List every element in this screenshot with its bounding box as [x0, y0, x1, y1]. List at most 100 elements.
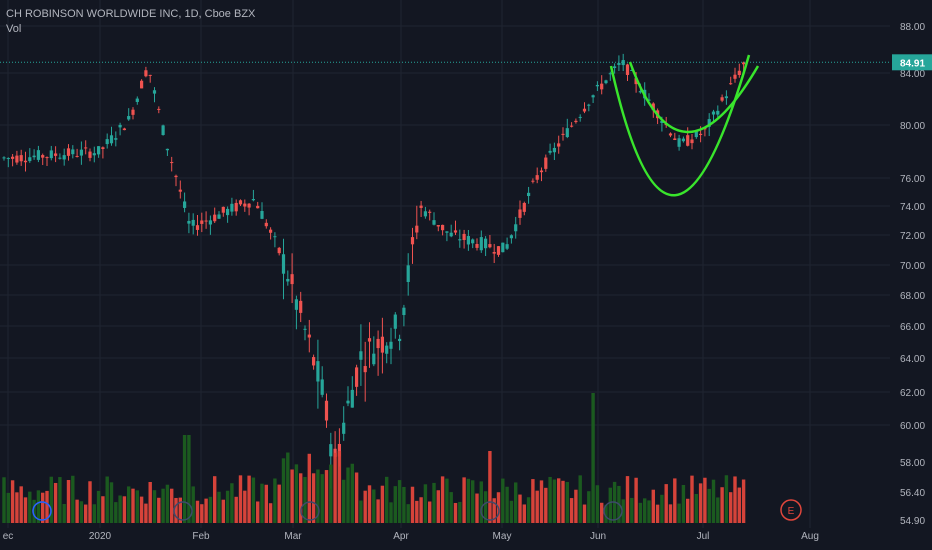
candle-body: [359, 351, 363, 360]
volume-bar: [703, 477, 707, 523]
volume-bar: [71, 475, 75, 523]
volume-bar: [19, 486, 23, 523]
volume-bar: [410, 486, 415, 523]
volume-bar: [247, 475, 251, 523]
volume-bar: [625, 476, 630, 523]
time-axis-label: Jun: [590, 531, 606, 542]
dividend-marker-icon[interactable]: [32, 501, 52, 521]
candle-body: [191, 219, 195, 226]
volume-bar: [187, 435, 191, 523]
candle-body: [299, 300, 303, 313]
candle-body: [531, 180, 535, 182]
candle-body: [570, 125, 574, 127]
candle-body: [337, 443, 341, 457]
volume-bar: [101, 496, 105, 523]
volume-bar: [668, 504, 673, 523]
candle-body: [71, 149, 75, 155]
event-marker-icon[interactable]: [300, 501, 320, 521]
candle-body: [58, 157, 62, 159]
volume-bar: [10, 480, 15, 523]
cup-pattern-inner-curve[interactable]: [628, 61, 760, 134]
candle-body: [221, 206, 225, 213]
volume-bar: [380, 485, 385, 523]
time-axis-label: Mar: [284, 531, 302, 542]
volume-bar: [118, 495, 122, 523]
volume-bar: [350, 463, 354, 523]
price-axis-label: 58.00: [900, 458, 925, 469]
volume-bar: [6, 492, 10, 523]
volume-bar: [582, 504, 587, 523]
earnings-marker-icon[interactable]: [780, 499, 802, 521]
candle-body: [226, 208, 230, 216]
volume-bar: [415, 500, 419, 523]
candle-body: [724, 96, 728, 99]
event-marker-icon[interactable]: [603, 501, 623, 521]
volume-bar: [238, 475, 243, 523]
candle-body: [6, 158, 10, 160]
volume-bar: [221, 499, 225, 523]
volume-bar: [53, 482, 58, 523]
volume-bar: [337, 451, 342, 523]
candle-body: [152, 90, 157, 94]
volume-bar: [449, 492, 453, 523]
candle-body: [36, 150, 40, 160]
candle-body: [135, 98, 139, 102]
candle-body: [312, 357, 316, 366]
candle-body: [316, 361, 320, 382]
candle-body: [307, 334, 311, 338]
candle-body: [565, 128, 569, 138]
candle-body: [737, 70, 741, 76]
candle-body: [539, 170, 544, 173]
volume-bar: [109, 482, 114, 523]
volume-bar: [651, 489, 655, 523]
price-axis-label: 88.00: [900, 22, 925, 33]
candle-body: [329, 444, 333, 457]
volume-bar: [673, 478, 677, 523]
volume-bar: [260, 483, 264, 523]
candle-body: [372, 353, 376, 365]
candle-body: [441, 224, 445, 231]
volume-bar: [677, 503, 681, 523]
candle-body: [213, 214, 217, 222]
price-axis-label: 54.90: [900, 516, 925, 527]
volume-bar: [2, 477, 6, 523]
volume-bar: [681, 484, 686, 523]
event-marker-icon[interactable]: [480, 501, 500, 521]
volume-bar: [217, 491, 221, 523]
candle-body: [243, 203, 247, 207]
candle-body: [75, 155, 79, 157]
volume-bar: [170, 488, 174, 523]
volume-bar: [320, 474, 324, 523]
candle-body: [320, 379, 324, 395]
candle-body: [428, 211, 432, 213]
volume-bar: [75, 499, 79, 523]
volume-bar: [208, 496, 213, 523]
candle-body: [591, 95, 595, 98]
price-axis-label: 64.00: [900, 354, 925, 365]
volume-bar: [587, 491, 591, 523]
volume-bar: [385, 476, 389, 523]
candle-body: [350, 389, 354, 408]
volume-bar: [92, 504, 96, 523]
volume-bar: [643, 498, 647, 523]
volume-bar: [148, 481, 152, 523]
event-marker-icon[interactable]: [173, 501, 193, 521]
candle-body: [238, 200, 243, 205]
volume-bar: [15, 492, 19, 523]
candle-body: [475, 243, 479, 248]
volume-bar: [686, 498, 690, 523]
cup-pattern-outer-curve[interactable]: [609, 54, 751, 197]
volume-bar: [333, 452, 337, 523]
chart-title: CH ROBINSON WORLDWIDE INC, 1D, Cboe BZX: [6, 8, 256, 20]
volume-bar: [402, 486, 406, 523]
volume-bar: [225, 490, 230, 523]
candle-body: [385, 345, 389, 354]
time-axis-label: Feb: [192, 531, 210, 542]
volume-bar: [729, 492, 733, 523]
volume-bar: [299, 473, 303, 523]
volume-bar: [591, 393, 595, 523]
candle-body: [419, 205, 423, 208]
candle-body: [101, 147, 105, 150]
volume-bar: [466, 478, 471, 523]
